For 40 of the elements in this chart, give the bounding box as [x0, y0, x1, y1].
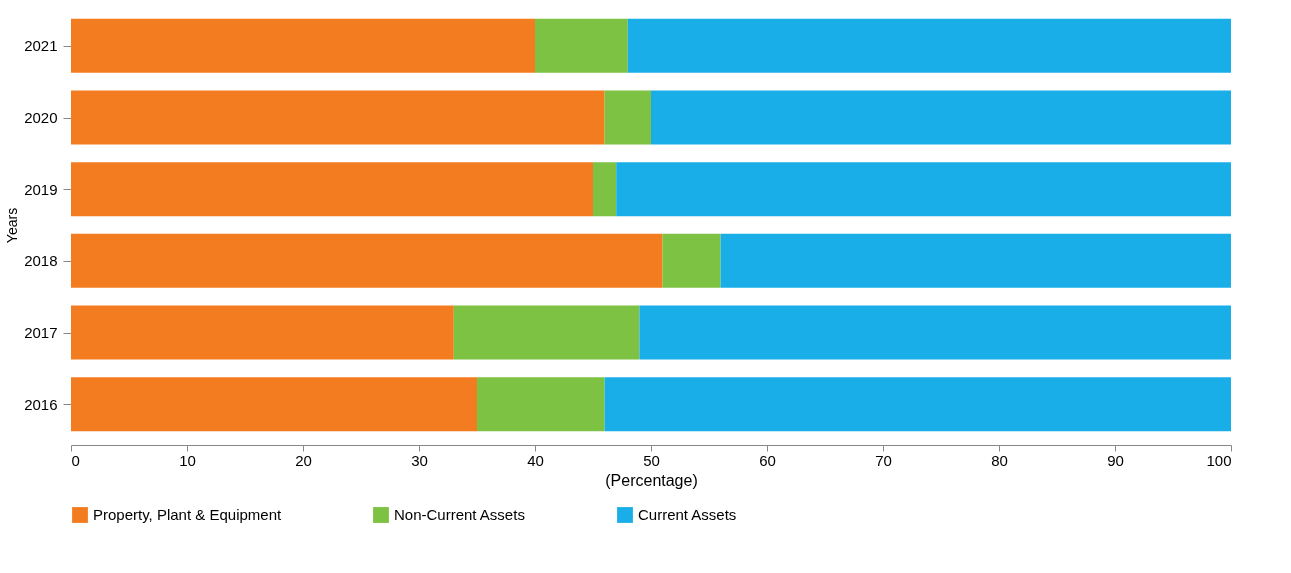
- bar: [71, 377, 477, 432]
- x-tick-label: 60: [759, 451, 776, 469]
- bar: [627, 18, 1231, 73]
- y-axis-title: Years: [4, 207, 21, 244]
- y-tick-label: 2018: [24, 252, 58, 270]
- legend-label: Property, Plant & Equipment: [93, 506, 282, 523]
- bar: [453, 305, 640, 360]
- y-tick-label: 2020: [24, 109, 58, 126]
- bar: [71, 305, 454, 360]
- bar: [639, 305, 1231, 360]
- bar: [71, 90, 605, 145]
- x-tick-label: 10: [179, 451, 196, 469]
- legend-label: Non-Current Assets: [394, 506, 525, 523]
- bar: [651, 90, 1231, 145]
- legend-label: Current Assets: [638, 506, 737, 523]
- x-tick-label: 0: [71, 451, 80, 469]
- y-tick-label: 2017: [24, 324, 58, 341]
- bar: [604, 377, 1231, 432]
- bar: [71, 162, 593, 217]
- bar: [71, 233, 663, 288]
- x-tick-label: 70: [875, 451, 892, 469]
- y-tick-label: 2019: [24, 180, 58, 198]
- bar: [71, 18, 535, 73]
- x-tick-label: 90: [1107, 451, 1124, 469]
- x-axis-title: (Percentage): [605, 471, 698, 489]
- x-tick-label: 20: [295, 451, 312, 469]
- bar: [593, 162, 617, 217]
- bar: [616, 162, 1231, 217]
- bar: [604, 90, 651, 145]
- bar: [477, 377, 605, 432]
- bar: [720, 233, 1231, 288]
- y-tick-label: 2021: [24, 37, 58, 55]
- x-tick-label: 80: [991, 451, 1008, 469]
- bar: [535, 18, 628, 73]
- x-tick-label: 40: [527, 451, 544, 469]
- y-tick-label: 2016: [24, 395, 58, 413]
- x-tick-label: 30: [411, 451, 428, 469]
- bar: [662, 233, 721, 288]
- x-tick-label: 100: [1206, 451, 1232, 469]
- x-tick-label: 50: [643, 451, 660, 469]
